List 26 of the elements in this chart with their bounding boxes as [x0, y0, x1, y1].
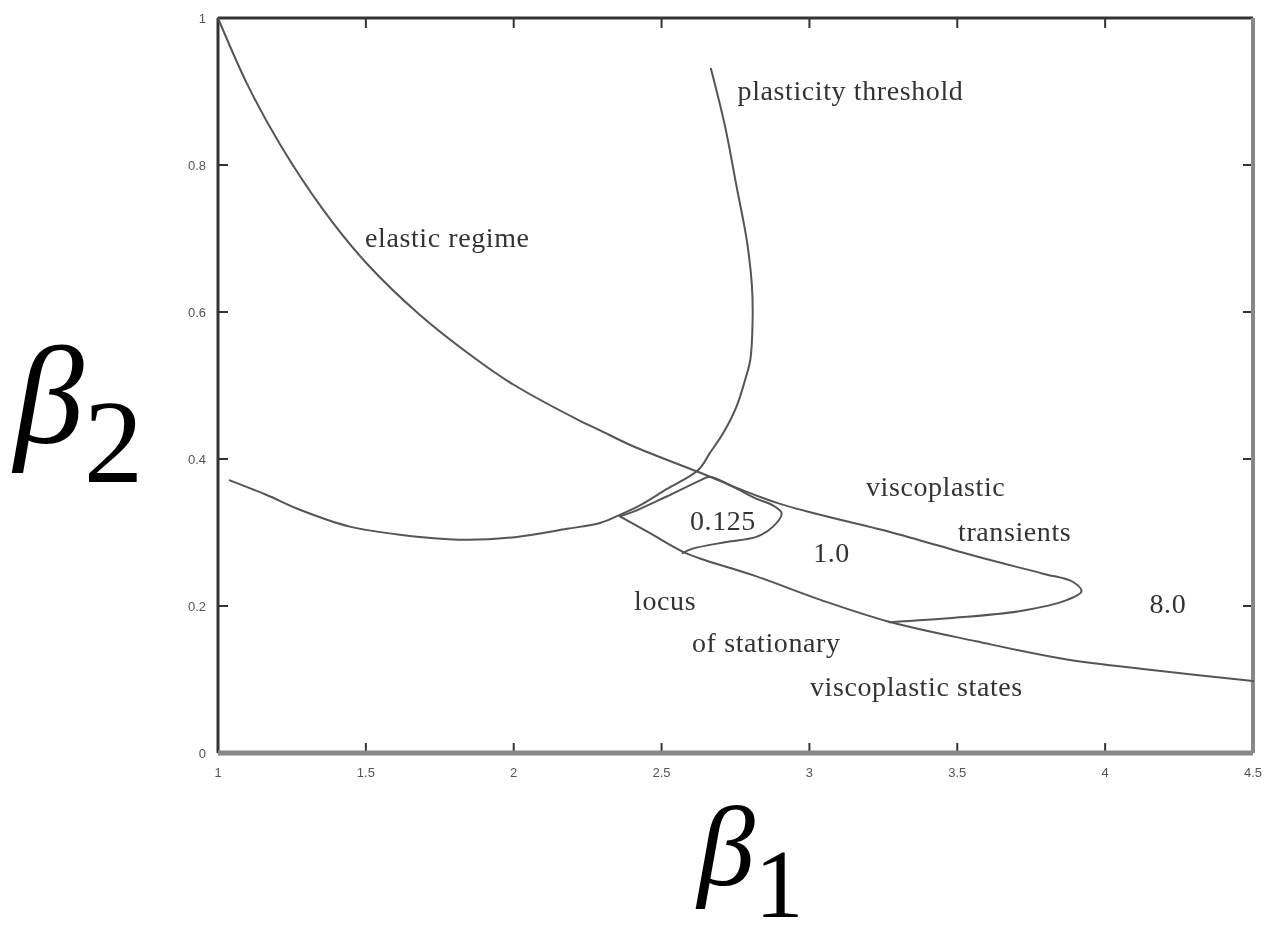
x-tick-label: 3: [805, 765, 814, 780]
annotation: 1.0: [813, 536, 850, 568]
annotation: elastic regime: [364, 222, 530, 254]
y-tick-label: 0.4: [187, 451, 206, 467]
y-axis-title: β$_{2}$: [11, 317, 144, 508]
y-tick-label: 0: [198, 745, 206, 761]
annotation: plasticity threshold: [737, 74, 964, 106]
x-tick-label: 2.5: [652, 765, 671, 780]
y-tick-label: 1: [198, 10, 206, 26]
x-axis-title: β$_{1}$: [695, 783, 804, 939]
y-tick-label: 0.8: [187, 157, 206, 173]
x-tick-label: 3.5: [948, 765, 967, 780]
y-tick-label: 0.6: [187, 304, 206, 320]
x-tick-label: 4.5: [1243, 765, 1263, 780]
annotation: 8.0: [1149, 588, 1187, 620]
annotation: 0.125: [689, 504, 756, 536]
annotation: transients: [958, 516, 1072, 548]
annotation: of stationary: [692, 626, 841, 658]
x-tick-label: 1.5: [356, 765, 375, 780]
annotation: viscoplastic states: [810, 670, 1023, 702]
annotation: locus: [634, 584, 697, 616]
x-tick-label: 2: [510, 765, 518, 780]
y-tick-label: 0.2: [187, 598, 206, 614]
x-tick-label: 4: [1101, 765, 1109, 780]
annotation: viscoplastic: [865, 471, 1006, 503]
x-tick-label: 1: [214, 765, 222, 780]
